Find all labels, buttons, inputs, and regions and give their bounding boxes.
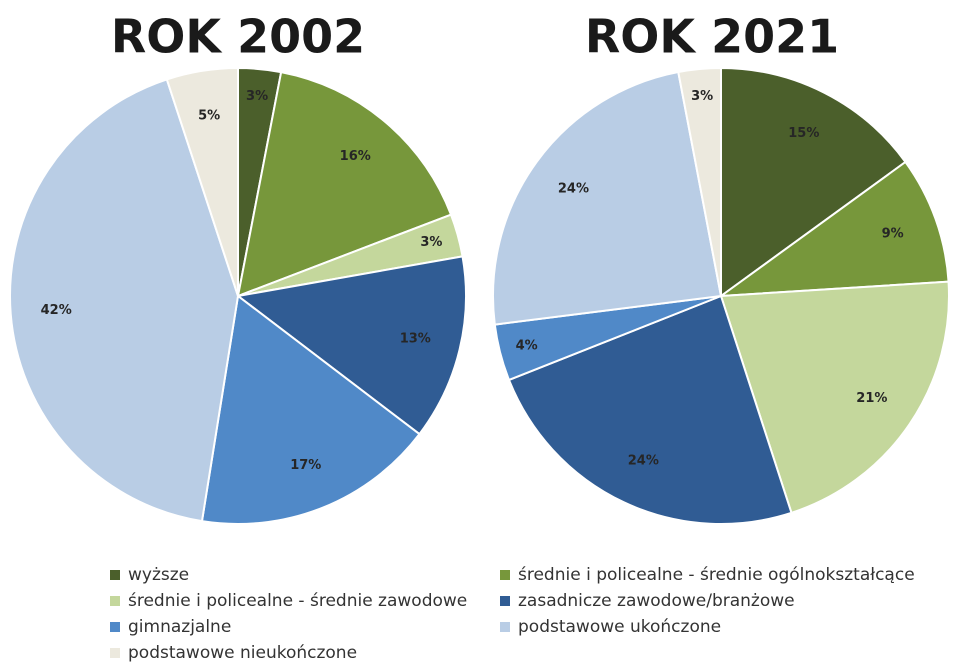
legend-swatch: [110, 622, 120, 632]
legend-swatch: [500, 596, 510, 606]
data-label: 17%: [290, 458, 321, 473]
legend-label: średnie i policealne - średnie ogólnoksz…: [518, 565, 915, 585]
legend-swatch: [110, 648, 120, 658]
legend-label: podstawowe nieukończone: [128, 643, 357, 663]
legend-label: zasadnicze zawodowe/branżowe: [518, 591, 795, 611]
pie-slice: [717, 160, 950, 298]
pie-slice: [492, 70, 723, 326]
legend-swatch: [500, 622, 510, 632]
data-label: 15%: [788, 126, 819, 141]
data-label: 21%: [856, 391, 887, 406]
data-label: 3%: [420, 235, 442, 250]
data-label: 24%: [628, 454, 659, 469]
legend-swatch: [500, 570, 510, 580]
data-label: 9%: [882, 227, 904, 242]
data-label: 3%: [691, 89, 713, 104]
pie-slice: [235, 255, 467, 436]
data-label: 24%: [558, 181, 589, 196]
data-label: 3%: [246, 89, 268, 104]
pie-slice: [720, 66, 907, 298]
legend-label: gimnazjalne: [128, 617, 231, 637]
data-label: 5%: [198, 108, 220, 123]
chart-title: ROK 2021: [585, 10, 839, 64]
pie-slice: [719, 280, 950, 515]
chart-title: ROK 2002: [111, 10, 365, 64]
legend-label: podstawowe ukończone: [518, 617, 721, 637]
pie-slice: [165, 66, 239, 297]
data-label: 4%: [516, 338, 538, 353]
data-label: 42%: [41, 303, 72, 318]
pie-slice: [236, 70, 453, 298]
legend-label: średnie i policealne - średnie zawodowe: [128, 591, 467, 611]
legend-swatch: [110, 570, 120, 580]
legend-swatch: [110, 596, 120, 606]
pie-slice: [9, 78, 240, 523]
data-label: 16%: [340, 149, 371, 164]
legend-label: wyższe: [128, 565, 189, 585]
pie-slice: [200, 294, 421, 525]
data-label: 13%: [400, 332, 431, 347]
pie-slice: [677, 66, 722, 297]
